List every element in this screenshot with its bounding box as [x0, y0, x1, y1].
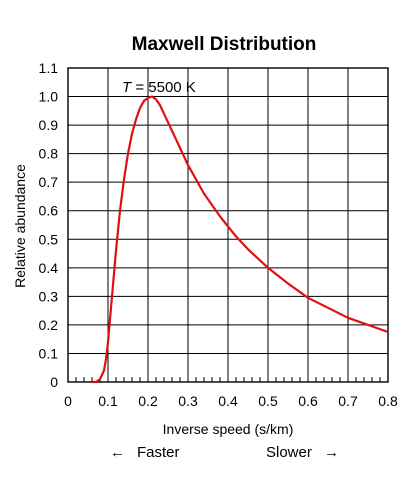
- y-tick-label: 1.1: [39, 60, 59, 76]
- x-tick-label: 0.3: [178, 393, 198, 409]
- y-tick-label: 0.7: [39, 174, 59, 190]
- y-tick-label: 0.1: [39, 345, 59, 361]
- y-axis-label: Relative abundance: [12, 164, 28, 288]
- y-tick-label: 0: [50, 374, 58, 390]
- y-tick-label: 0.9: [39, 117, 59, 133]
- y-tick-label: 0.4: [39, 260, 59, 276]
- x-tick-label: 0.2: [138, 393, 158, 409]
- y-tick-label: 0.8: [39, 146, 59, 162]
- x-tick-label: 0.4: [218, 393, 238, 409]
- left-arrow-icon: ←: [110, 444, 125, 461]
- x-tick-label: 0.5: [258, 393, 278, 409]
- annotation-value: = 5500 K: [131, 79, 196, 96]
- grid-lines: [68, 68, 388, 382]
- y-tick-label: 0.2: [39, 317, 59, 333]
- x-tick-label: 0.6: [298, 393, 318, 409]
- x-tick-label: 0: [64, 393, 72, 409]
- y-tick-label: 0.5: [39, 231, 59, 247]
- plot-frame: [67, 67, 389, 383]
- x-axis-label: Inverse speed (s/km): [163, 421, 294, 437]
- y-tick-label: 0.6: [39, 203, 59, 219]
- y-tick-label: 0.3: [39, 288, 59, 304]
- x-tick-labels: 0 0.1 0.2 0.3 0.4 0.5 0.6 0.7 0.8: [64, 393, 398, 409]
- x-tick-label: 0.8: [378, 393, 398, 409]
- y-tick-labels: 0 0.1 0.2 0.3 0.4 0.5 0.6 0.7 0.8 0.9 1.0 1.1: [39, 60, 59, 390]
- slower-label: Slower: [266, 444, 312, 461]
- faster-label: Faster: [137, 444, 180, 461]
- temperature-annotation: T = 5500 K: [122, 79, 196, 96]
- chart-title: Maxwell Distribution: [132, 34, 317, 55]
- x-tick-label: 0.7: [338, 393, 358, 409]
- series-line: [92, 95, 389, 384]
- y-tick-label: 1.0: [39, 89, 59, 105]
- right-arrow-icon: →: [324, 444, 339, 461]
- annotation-variable: T: [122, 79, 133, 96]
- x-tick-label: 0.1: [98, 393, 118, 409]
